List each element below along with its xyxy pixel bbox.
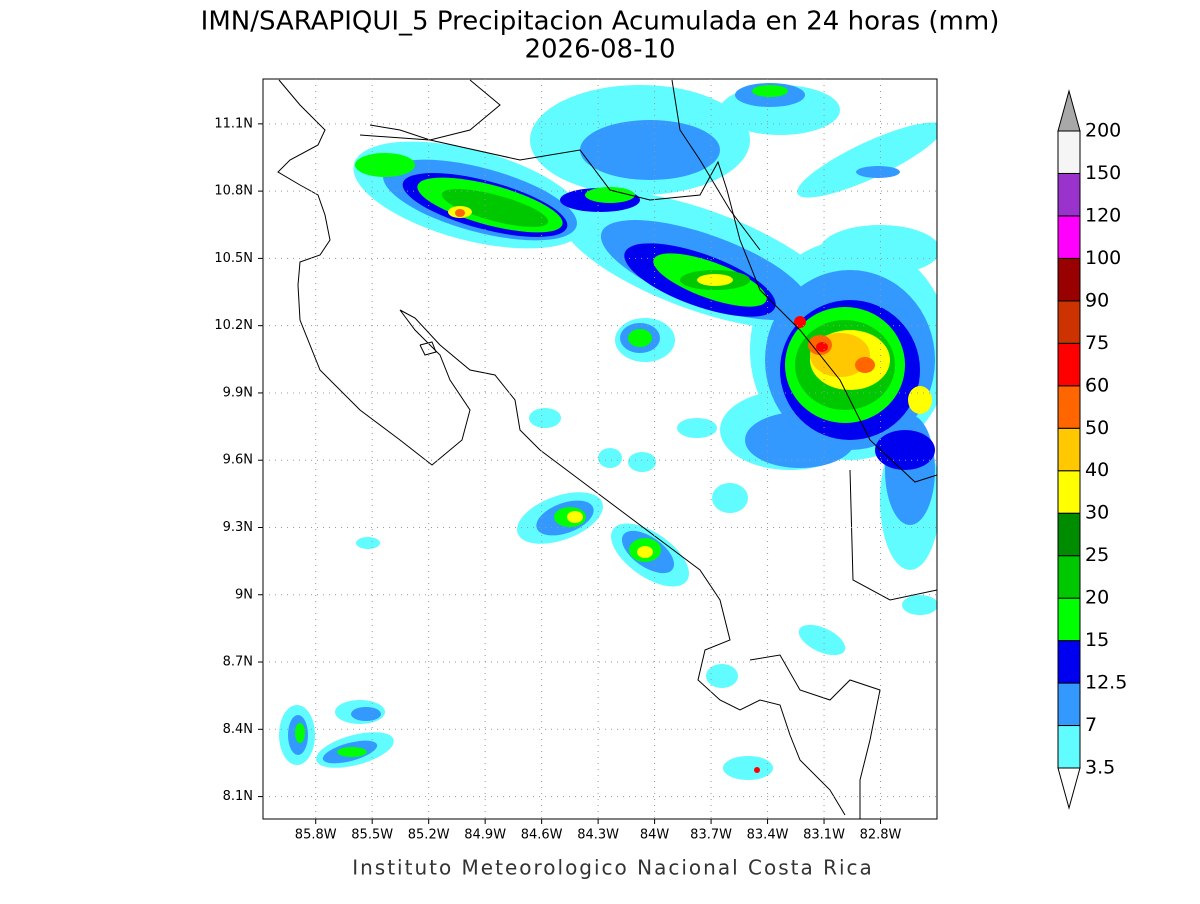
footer: Instituto Meteorologico Nacional Costa R…: [352, 856, 874, 880]
x-tick-label: 85.2W: [408, 828, 450, 843]
x-tick-label: 84.9W: [464, 828, 506, 843]
colorbar-band: [1057, 130, 1081, 174]
y-tick-label: 8.1N: [223, 789, 253, 804]
y-tick-label: 9.9N: [223, 385, 253, 400]
colorbar-over: [1057, 89, 1081, 132]
colorbar-label: 30: [1085, 502, 1109, 524]
colorbar-label: 120: [1085, 204, 1121, 226]
colorbar-band: [1057, 470, 1081, 514]
colorbar-label: 150: [1085, 162, 1121, 184]
x-tick-label: 84.3W: [577, 828, 619, 843]
colorbar-label: 200: [1085, 120, 1121, 142]
colorbar-band: [1057, 555, 1081, 599]
colorbar-label: 7: [1085, 714, 1097, 736]
colorbar: 3.5 7 12.5 15 20 25 30 40 50 60 75 90 100 120 150 200: [1057, 89, 1127, 810]
title: IMN/SARAPIQUI_5 Precipitacion Acumulada …: [201, 7, 1000, 37]
x-tick-label: 83.7W: [690, 828, 732, 843]
colorbar-band: [1057, 427, 1081, 472]
x-tick-label: 83.1W: [803, 828, 845, 843]
x-tick-label: 83.4W: [747, 828, 789, 843]
y-tick-label: 9N: [235, 587, 253, 602]
y-tick-label: 11.1N: [214, 116, 253, 131]
colorbar-label: 50: [1085, 417, 1109, 439]
colorbar-band: [1057, 257, 1081, 302]
coastline: [277, 79, 937, 819]
x-tick-label: 82.8W: [860, 828, 902, 843]
colorbar-label: 15: [1085, 629, 1109, 651]
colorbar-label: 60: [1085, 374, 1109, 396]
y-tick-label: 10.8N: [214, 184, 253, 199]
axes: 85.8W 85.5W 85.2W 84.9W 84.6W 84.3W 84W 83.7W 83…: [214, 79, 937, 843]
colorbar-band: [1057, 640, 1081, 684]
colorbar-band: [1057, 342, 1081, 387]
colorbar-band: [1057, 597, 1081, 642]
colorbar-label: 75: [1085, 332, 1109, 354]
x-tick-label: 84W: [640, 828, 670, 843]
y-tick-label: 10.5N: [214, 251, 253, 266]
colorbar-band: [1057, 300, 1081, 344]
colorbar-label: 3.5: [1085, 757, 1115, 779]
colorbar-label: 90: [1085, 289, 1109, 311]
colorbar-label: 20: [1085, 587, 1109, 609]
x-tick-label: 85.5W: [351, 828, 393, 843]
y-tick-label: 8.7N: [223, 655, 253, 670]
y-tick-label: 9.3N: [223, 520, 253, 535]
x-tick-label: 85.8W: [295, 828, 337, 843]
colorbar-band: [1057, 172, 1081, 217]
y-tick-label: 10.2N: [214, 318, 253, 333]
colorbar-label: 100: [1085, 247, 1121, 269]
colorbar-band: [1057, 215, 1081, 259]
colorbar-band: [1057, 725, 1081, 769]
y-tick-label: 9.6N: [223, 453, 253, 468]
colorbar-band: [1057, 512, 1081, 557]
colorbar-label: 12.5: [1085, 672, 1127, 694]
colorbar-label: 40: [1085, 459, 1109, 481]
precip-field: [279, 83, 937, 780]
colorbar-band: [1057, 682, 1081, 727]
colorbar-under: [1057, 767, 1081, 810]
colorbar-label: 25: [1085, 544, 1109, 566]
y-tick-label: 8.4N: [223, 722, 253, 737]
subtitle: 2026-08-10: [524, 35, 675, 65]
colorbar-band: [1057, 385, 1081, 429]
x-tick-label: 84.6W: [521, 828, 563, 843]
plot-frame: [262, 78, 938, 820]
